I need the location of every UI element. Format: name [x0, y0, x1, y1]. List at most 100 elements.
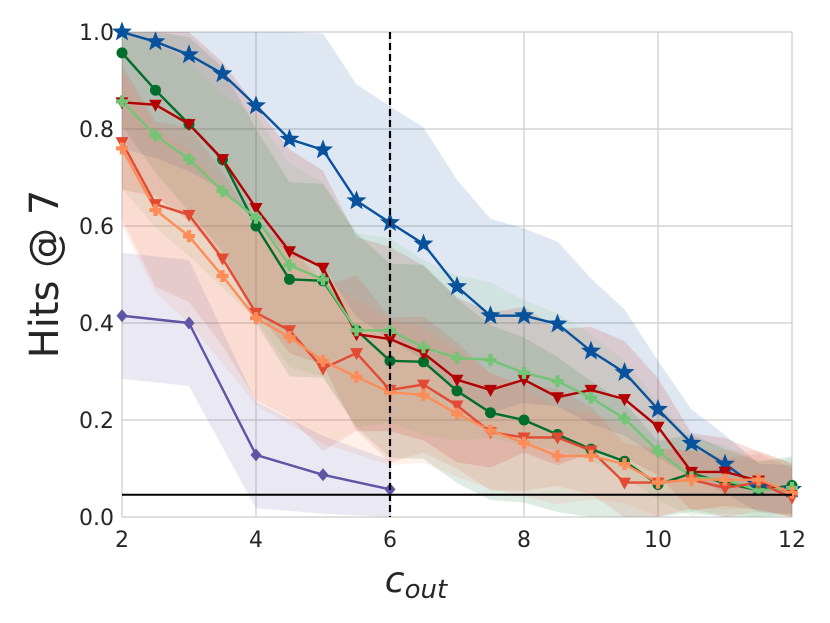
data-point-blue-star: [648, 398, 668, 418]
data-point-red-triangle: [350, 348, 363, 361]
y-tick-label: 1.0: [79, 21, 114, 46]
data-point-orange-plus: [250, 312, 262, 325]
x-axis-label: cout: [385, 560, 448, 605]
data-point-blue-star: [581, 340, 601, 360]
data-point-dark-red-triangle: [283, 246, 296, 259]
y-axis-label: Hits @ 7: [22, 190, 68, 359]
y-tick-label: 0.6: [79, 215, 114, 240]
x-tick-label: 4: [249, 528, 263, 553]
data-point-dark-green-circle: [451, 385, 463, 397]
data-point-dark-red-triangle: [316, 262, 330, 275]
data-point-dark-green-circle: [518, 414, 530, 426]
data-point-blue-star: [715, 453, 735, 473]
data-point-blue-star: [313, 139, 333, 159]
y-tick-label: 0.0: [79, 506, 114, 531]
data-point-light-green-plus: [484, 353, 497, 366]
data-point-red-triangle: [450, 400, 464, 413]
data-point-dark-green-circle: [418, 356, 429, 368]
data-point-light-green-plus: [518, 366, 530, 379]
x-tick-labels: 2 4 6 8 10 12: [115, 528, 806, 553]
data-point-dark-green-circle: [250, 220, 262, 232]
data-point-orange-plus: [685, 473, 698, 486]
data-point-dark-red-triangle: [718, 466, 732, 479]
data-point-orange-plus: [752, 473, 765, 486]
data-point-red-triangle: [551, 432, 564, 445]
data-point-orange-plus: [585, 449, 597, 462]
data-point-blue-star: [279, 128, 300, 148]
data-point-dark-green-circle: [384, 355, 396, 367]
confidence-band-blue-star: [122, 32, 792, 514]
data-point-dark-green-circle: [150, 84, 161, 96]
data-point-blue-star: [547, 313, 568, 333]
data-point-orange-plus: [551, 449, 564, 462]
data-point-orange-plus: [183, 230, 195, 243]
x-axis-label-main: c: [385, 560, 405, 601]
data-point-orange-plus: [518, 436, 530, 449]
data-point-red-triangle: [618, 477, 631, 490]
data-point-orange-plus: [484, 424, 497, 437]
data-point-orange-plus: [283, 331, 296, 344]
data-point-blue-star: [112, 21, 132, 41]
data-point-dark-green-circle: [284, 273, 295, 285]
data-point-red-triangle: [417, 379, 430, 392]
x-tick-label: 6: [383, 528, 397, 553]
data-point-dark-red-triangle: [249, 203, 263, 216]
data-point-light-green-plus: [183, 153, 195, 166]
data-point-dark-red-triangle: [450, 374, 464, 387]
data-point-purple-diamond: [317, 468, 329, 482]
data-point-orange-plus: [451, 407, 463, 420]
data-point-light-green-plus: [652, 445, 664, 458]
data-point-orange-plus: [384, 386, 396, 399]
data-point-red-triangle: [718, 482, 732, 495]
data-point-blue-star: [480, 305, 501, 325]
y-tick-label: 0.8: [79, 118, 114, 143]
data-point-light-green-plus: [451, 351, 463, 364]
x-tick-label: 12: [778, 528, 806, 553]
data-point-blue-star: [447, 276, 467, 296]
data-point-dark-red-triangle: [651, 421, 665, 434]
data-point-red-triangle: [182, 209, 196, 222]
data-point-orange-plus: [417, 388, 430, 401]
data-point-blue-star: [246, 95, 266, 115]
data-point-dark-red-triangle: [551, 392, 564, 405]
y-tick-label: 0.2: [79, 409, 114, 434]
data-point-blue-star: [212, 63, 233, 83]
data-point-light-green-plus: [551, 375, 564, 388]
data-point-blue-star: [413, 233, 434, 253]
data-point-dark-red-triangle: [149, 99, 162, 112]
y-tick-label: 0.4: [79, 312, 114, 337]
data-point-orange-plus: [116, 142, 128, 155]
data-point-dark-red-triangle: [417, 348, 430, 361]
data-point-blue-star: [145, 31, 166, 51]
data-point-dark-green-circle: [485, 407, 496, 419]
data-point-orange-plus: [618, 458, 631, 471]
data-point-light-green-plus: [216, 185, 229, 198]
data-point-orange-plus: [149, 203, 162, 216]
data-point-dark-red-triangle: [517, 374, 531, 387]
data-point-dark-red-triangle: [182, 119, 196, 132]
data-point-blue-star: [681, 432, 702, 452]
data-point-light-green-plus: [752, 484, 765, 497]
series-markers: [112, 21, 802, 505]
data-point-orange-plus: [216, 269, 229, 282]
data-point-light-green-plus: [250, 211, 262, 224]
data-point-purple-diamond: [183, 316, 195, 330]
data-point-light-green-plus: [116, 95, 128, 108]
x-tick-label: 2: [115, 528, 129, 553]
data-point-purple-diamond: [116, 309, 128, 323]
data-point-light-green-plus: [585, 391, 597, 404]
data-point-red-triangle: [316, 363, 330, 376]
data-point-orange-plus: [350, 370, 363, 383]
data-point-dark-red-triangle: [584, 384, 598, 397]
y-tick-labels: 0.0 0.2 0.4 0.6 0.8 1.0: [79, 21, 114, 531]
data-point-blue-star: [614, 361, 635, 381]
data-point-light-green-plus: [618, 412, 631, 425]
x-tick-label: 10: [644, 528, 672, 553]
data-point-light-green-plus: [417, 341, 430, 354]
data-point-light-green-plus: [350, 324, 363, 337]
data-point-dark-red-triangle: [216, 154, 229, 167]
data-point-blue-star: [346, 190, 367, 210]
data-point-blue-star: [179, 44, 199, 64]
reference-lines: [122, 32, 792, 517]
